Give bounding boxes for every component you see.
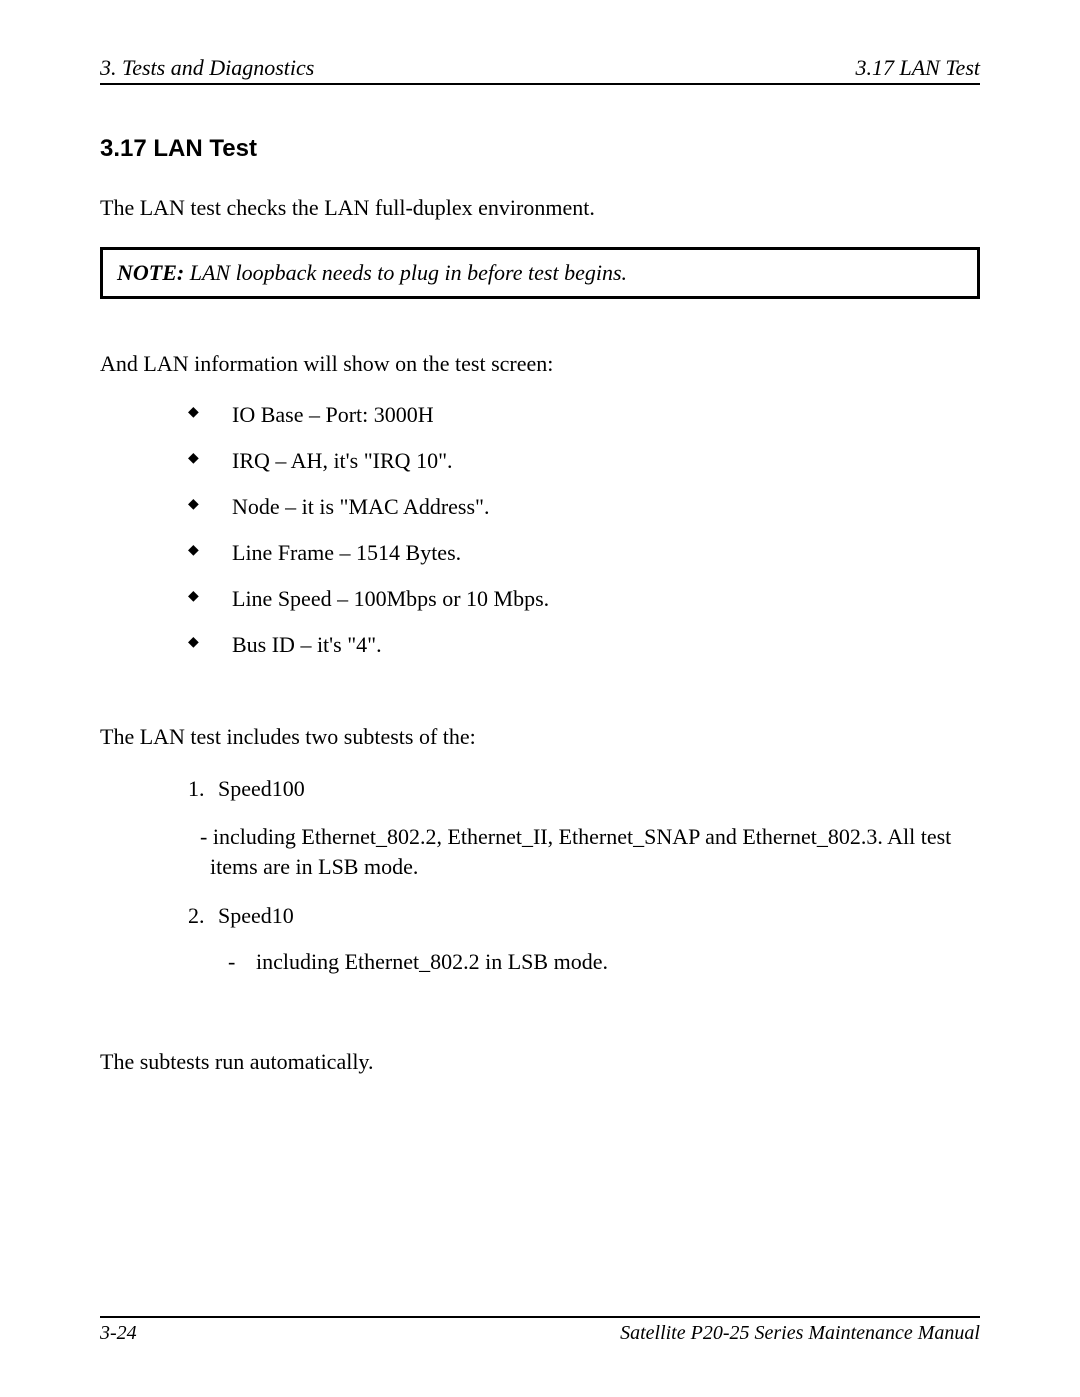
- section-title: 3.17 LAN Test: [100, 135, 980, 163]
- subtest-2-text: including Ethernet_802.2 in LSB mode.: [256, 949, 608, 974]
- subtest-item-1: 1.Speed100: [188, 776, 980, 802]
- subtests-intro: The LAN test includes two subtests of th…: [100, 722, 980, 752]
- subtest-item-2: 2.Speed10: [188, 903, 980, 929]
- list-item: IO Base – Port: 3000H: [188, 402, 980, 428]
- page-footer: 3-24 Satellite P20-25 Series Maintenance…: [100, 1316, 980, 1345]
- subtest-2-desc: -including Ethernet_802.2 in LSB mode.: [228, 949, 980, 975]
- subtest-1-desc: - including Ethernet_802.2, Ethernet_II,…: [188, 822, 980, 881]
- footer-manual-title: Satellite P20-25 Series Maintenance Manu…: [620, 1322, 980, 1345]
- note-box: NOTE: LAN loopback needs to plug in befo…: [100, 247, 980, 299]
- info-intro: And LAN information will show on the tes…: [100, 349, 980, 379]
- auto-run-paragraph: The subtests run automatically.: [100, 1047, 980, 1077]
- list-item: Node – it is "MAC Address".: [188, 494, 980, 520]
- item-number: 2.: [188, 903, 218, 929]
- header-left: 3. Tests and Diagnostics: [100, 55, 314, 81]
- dash-icon: -: [228, 949, 256, 975]
- item-label: Speed100: [218, 776, 305, 801]
- page-header: 3. Tests and Diagnostics 3.17 LAN Test: [100, 55, 980, 85]
- item-label: Speed10: [218, 903, 294, 928]
- note-label: NOTE:: [117, 260, 184, 285]
- lan-info-list: IO Base – Port: 3000H IRQ – AH, it's "IR…: [188, 402, 980, 658]
- list-item: Line Frame – 1514 Bytes.: [188, 540, 980, 566]
- list-item: Bus ID – it's "4".: [188, 632, 980, 658]
- list-item: IRQ – AH, it's "IRQ 10".: [188, 448, 980, 474]
- intro-paragraph: The LAN test checks the LAN full-duplex …: [100, 193, 980, 223]
- item-number: 1.: [188, 776, 218, 802]
- subtests-list: 1.Speed100: [188, 776, 980, 802]
- list-item: Line Speed – 100Mbps or 10 Mbps.: [188, 586, 980, 612]
- page-content: 3. Tests and Diagnostics 3.17 LAN Test 3…: [0, 0, 1080, 1141]
- header-right: 3.17 LAN Test: [855, 55, 980, 81]
- note-text: LAN loopback needs to plug in before tes…: [184, 260, 627, 285]
- subtests-list-2: 2.Speed10: [188, 903, 980, 929]
- footer-page-number: 3-24: [100, 1322, 137, 1345]
